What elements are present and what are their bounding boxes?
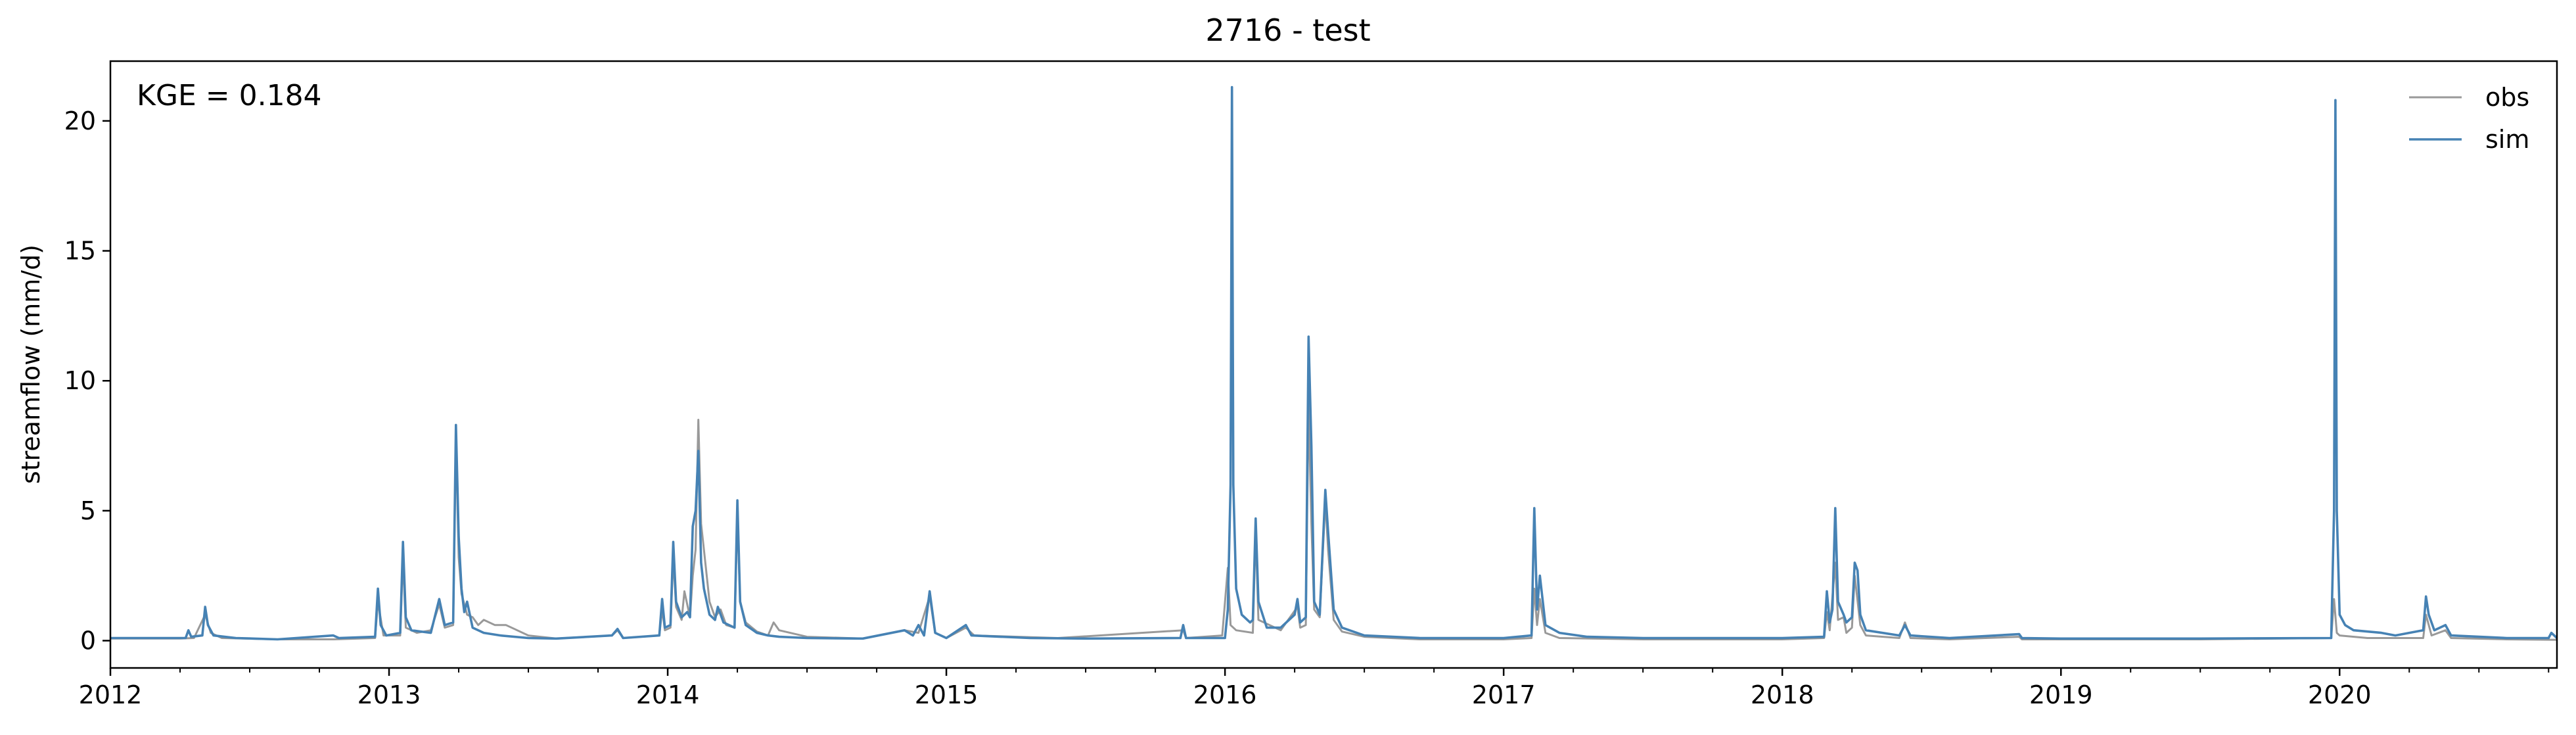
x-tick-label: 2016 — [1193, 680, 1257, 709]
y-tick-label: 20 — [64, 107, 96, 135]
series-layer — [110, 85, 2558, 641]
series-line-sim — [110, 85, 2558, 641]
plot-frame — [109, 60, 2558, 669]
plot-area: 2012 2013 2014 2015 2016 2017 2018 2019 2020 051… — [64, 60, 2558, 709]
x-tick-label: 2018 — [1751, 680, 1814, 709]
y-axis: 0 5 10 15 20 — [64, 107, 110, 655]
legend-label-sim: sim — [2485, 125, 2529, 154]
x-tick-label: 2012 — [79, 680, 143, 709]
legend-label-obs: obs — [2485, 83, 2529, 112]
y-tick-label: 10 — [64, 366, 96, 395]
x-tick-label: 2020 — [2308, 680, 2372, 709]
kge-annotation: KGE = 0.184 — [137, 79, 322, 112]
x-tick-label: 2017 — [1472, 680, 1536, 709]
plot-background — [110, 61, 2557, 668]
x-tick-label: 2014 — [636, 680, 700, 709]
legend: obs sim — [2409, 83, 2529, 154]
chart-title: 2716 - test — [1205, 12, 1370, 48]
y-tick-label: 15 — [64, 237, 96, 266]
y-axis-label: streamflow (mm/d) — [16, 245, 45, 484]
y-tick-label: 5 — [80, 496, 96, 525]
y-tick-label: 0 — [80, 626, 96, 655]
x-tick-label: 2019 — [2029, 680, 2093, 709]
x-tick-label: 2013 — [357, 680, 421, 709]
x-tick-label: 2015 — [915, 680, 978, 709]
x-axis: 2012 2013 2014 2015 2016 2017 2018 2019 2020 — [79, 668, 2550, 709]
